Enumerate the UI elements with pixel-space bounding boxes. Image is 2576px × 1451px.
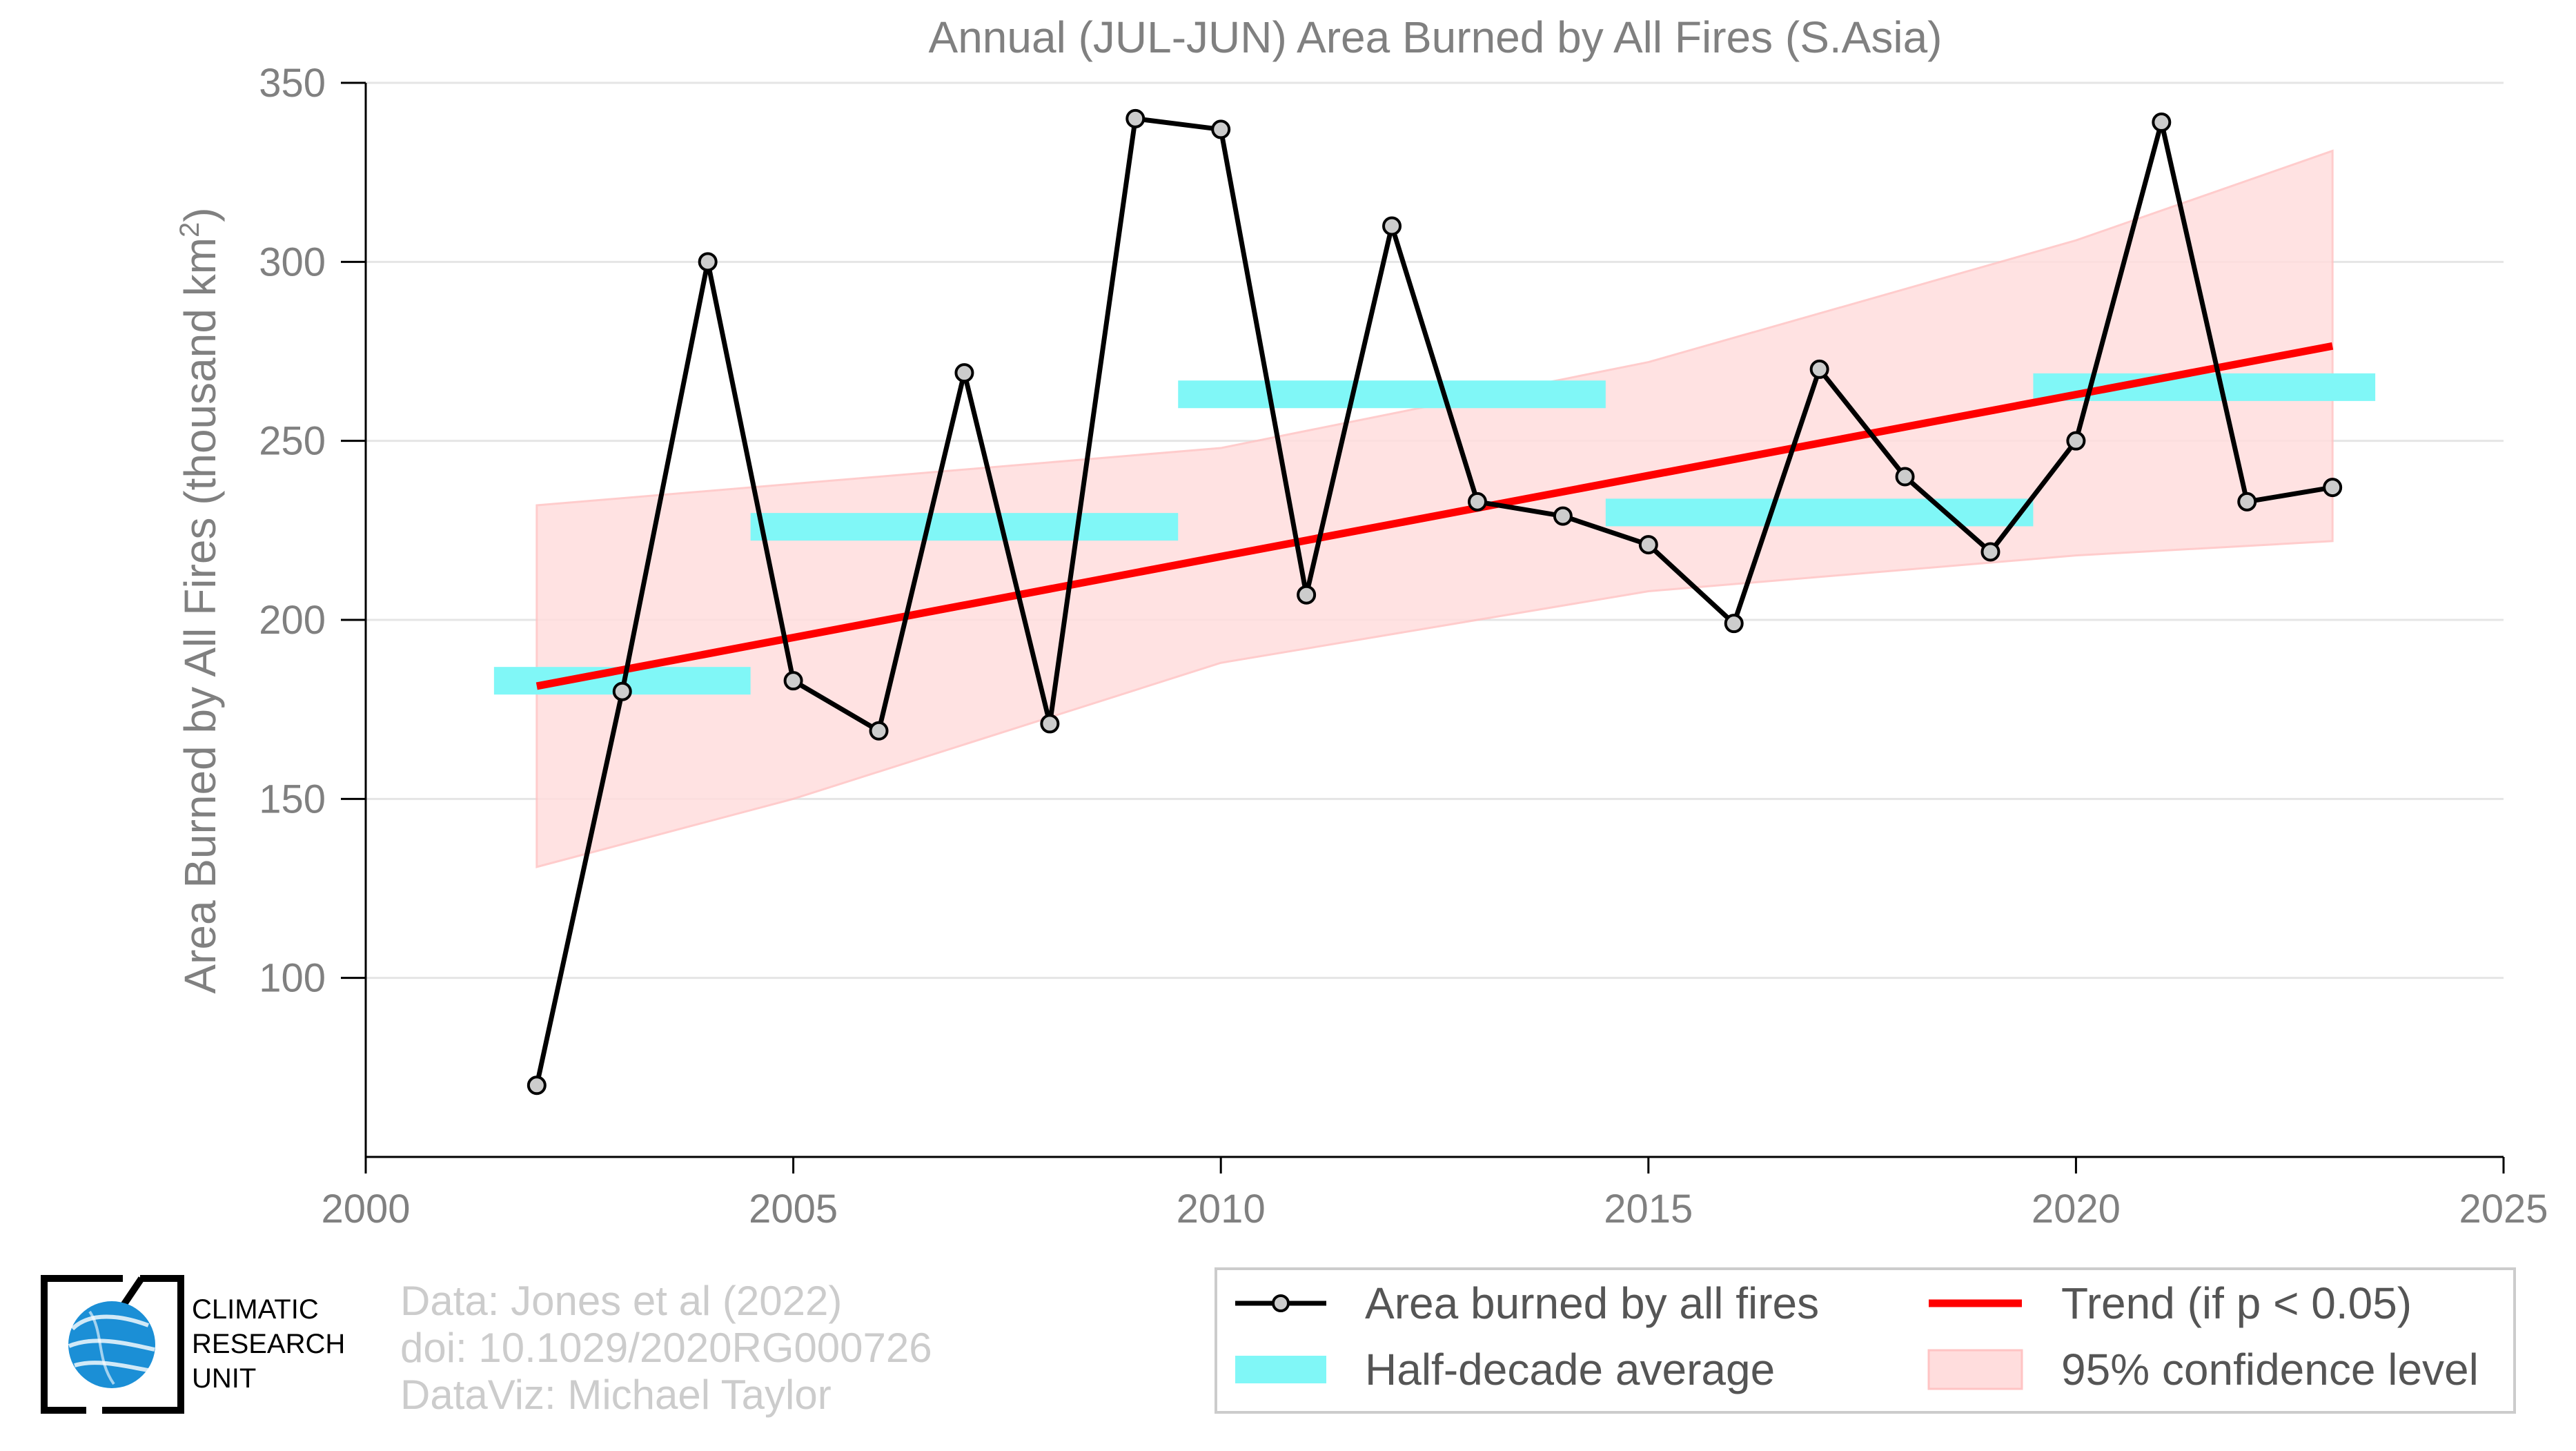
legend-box xyxy=(1215,1267,2516,1414)
credit-line-1: Data: Jones et al (2022) xyxy=(400,1278,842,1324)
legend-item-half-decade: Half-decade average xyxy=(1235,1345,1775,1394)
y-axis-title-main: Area Burned by All Fires (thousand km xyxy=(175,237,225,994)
tick-labels: 100 150 200 250 300 350 2000 2005 2010 2015 2020 20… xyxy=(259,61,2548,1231)
series-point-2023 xyxy=(2323,478,2343,498)
series-point-2008 xyxy=(1040,714,1060,734)
y-tick-label-100: 100 xyxy=(259,956,326,1001)
half-decade-bar-4 xyxy=(1605,498,2034,527)
trend-line xyxy=(535,342,2334,690)
logo-bracket-left xyxy=(41,1275,123,1414)
series-point-2009 xyxy=(1125,108,1146,128)
series-point-2003 xyxy=(612,681,632,701)
credit-line-2: doi: 10.1029/2020RG000726 xyxy=(400,1325,932,1371)
trend-line-path xyxy=(535,342,2334,690)
series-point-2018 xyxy=(1895,467,1915,487)
chart-title: Annual (JUL-JUN) Area Burned by All Fire… xyxy=(929,12,1943,62)
series-point-2022 xyxy=(2237,491,2257,512)
y-tick-label-250: 250 xyxy=(259,419,326,464)
legend-label-confidence: 95% confidence level xyxy=(2061,1345,2479,1394)
series-point-2011 xyxy=(1297,585,1317,605)
y-tick-label-150: 150 xyxy=(259,777,326,821)
legend-label-area-burned: Area burned by all fires xyxy=(1365,1278,1819,1328)
series-point-2013 xyxy=(1467,491,1487,512)
half-decade-bar-3 xyxy=(1178,380,1606,409)
legend-swatch-half-decade xyxy=(1235,1356,1326,1383)
series-point-2002 xyxy=(527,1075,547,1095)
credit-line-3: DataViz: Michael Taylor xyxy=(400,1372,832,1418)
y-axis-title: Area Burned by All Fires (thousand km2) xyxy=(175,207,225,993)
half-decade-bar-5 xyxy=(2033,373,2376,401)
cru-logo: CLIMATIC RESEARCH UNIT xyxy=(41,1275,345,1414)
legend-item-trend: Trend (if p < 0.05) xyxy=(1929,1278,2412,1328)
series-point-2014 xyxy=(1553,506,1573,526)
x-tick-label-2025: 2025 xyxy=(2459,1187,2548,1231)
series-point-2012 xyxy=(1382,216,1402,236)
confidence-band xyxy=(535,149,2334,868)
y-tick-label-300: 300 xyxy=(259,240,326,284)
series-point-2020 xyxy=(2066,431,2086,451)
logo-text-line-2: RESEARCH xyxy=(192,1329,345,1359)
series-point-2019 xyxy=(1980,542,2000,562)
series-point-2010 xyxy=(1211,119,1231,139)
credits: Data: Jones et al (2022) doi: 10.1029/20… xyxy=(400,1278,932,1418)
half-decade-bars xyxy=(493,373,2376,695)
series-point-2017 xyxy=(1809,359,1829,379)
legend: Area burned by all fires Half-decade ave… xyxy=(1215,1267,2516,1414)
y-tick-label-350: 350 xyxy=(259,61,326,106)
legend-label-trend: Trend (if p < 0.05) xyxy=(2061,1278,2412,1328)
confidence-band-area xyxy=(535,149,2334,868)
legend-swatch-confidence xyxy=(1927,1349,2023,1390)
area-burned-series xyxy=(527,108,2343,1095)
series-point-2004 xyxy=(698,252,718,272)
globe-icon xyxy=(68,1301,155,1388)
axes xyxy=(341,81,2505,1174)
logo-text-line-3: UNIT xyxy=(192,1363,256,1394)
y-axis-title-end: ) xyxy=(175,207,225,222)
series-point-2016 xyxy=(1724,614,1744,634)
x-tick-label-2010: 2010 xyxy=(1177,1187,1266,1231)
series-point-2021 xyxy=(2152,113,2172,133)
half-decade-bar-2 xyxy=(750,513,1179,541)
series-point-2015 xyxy=(1638,535,1658,555)
x-tick-label-2020: 2020 xyxy=(2032,1187,2121,1231)
series-line xyxy=(534,116,2333,1087)
y-tick-label-200: 200 xyxy=(259,598,326,643)
legend-item-area-burned: Area burned by all fires xyxy=(1235,1278,1819,1328)
legend-item-confidence: 95% confidence level xyxy=(1927,1345,2479,1394)
x-tick-label-2000: 2000 xyxy=(321,1187,410,1231)
logo-slash xyxy=(119,1276,145,1308)
logo-text-line-1: CLIMATIC xyxy=(192,1294,319,1325)
series-point-2006 xyxy=(869,721,889,741)
legend-label-half-decade: Half-decade average xyxy=(1365,1345,1775,1394)
y-axis-title-sup: 2 xyxy=(175,222,205,237)
logo-bracket-right xyxy=(102,1275,184,1414)
series-point-2005 xyxy=(783,671,803,691)
legend-marker-area-burned xyxy=(1272,1294,1290,1312)
x-tick-label-2005: 2005 xyxy=(749,1187,838,1231)
series-point-2007 xyxy=(954,363,974,383)
x-tick-label-2015: 2015 xyxy=(1604,1187,1693,1231)
